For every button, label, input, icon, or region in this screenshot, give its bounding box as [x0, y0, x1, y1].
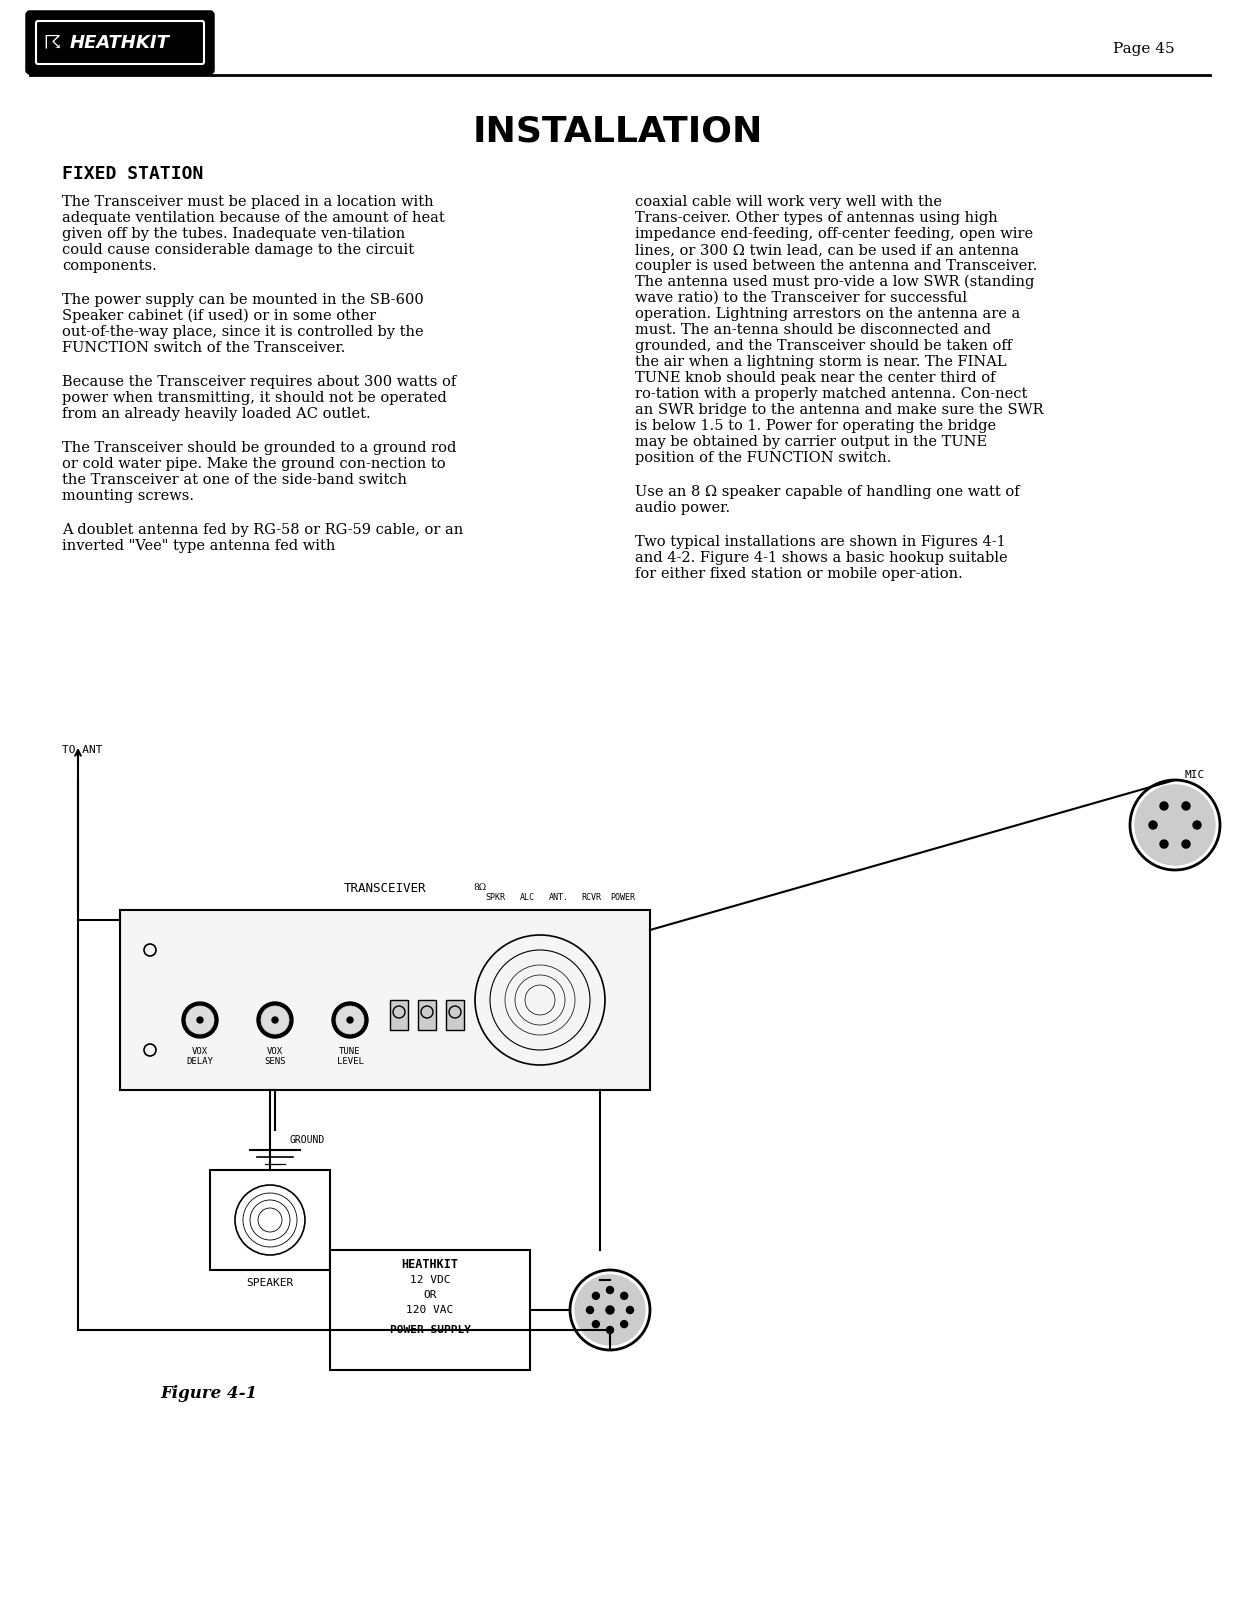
Circle shape [621, 1293, 627, 1299]
Circle shape [606, 1326, 614, 1333]
Text: TUNE knob should peak near the center third of: TUNE knob should peak near the center th… [635, 371, 996, 386]
Text: MIC: MIC [1185, 770, 1205, 781]
Bar [447, 1000, 464, 1030]
Circle shape [1136, 786, 1215, 866]
Text: grounded, and the Transceiver should be taken off: grounded, and the Transceiver should be … [635, 339, 1012, 354]
Text: ro-tation with a properly matched antenna. Con-nect: ro-tation with a properly matched antenn… [635, 387, 1028, 402]
Circle shape [606, 1306, 614, 1314]
Circle shape [186, 1006, 214, 1034]
Circle shape [575, 1275, 644, 1346]
Text: or cold water pipe. Make the ground con-nection to: or cold water pipe. Make the ground con-… [62, 458, 445, 470]
Text: Use an 8 Ω speaker capable of handling one watt of: Use an 8 Ω speaker capable of handling o… [635, 485, 1019, 499]
Text: and 4-2. Figure 4-1 shows a basic hookup suitable: and 4-2. Figure 4-1 shows a basic hookup… [635, 550, 1008, 565]
Text: FIXED STATION: FIXED STATION [62, 165, 203, 182]
Text: the Transceiver at one of the side-band switch: the Transceiver at one of the side-band … [62, 474, 407, 486]
Text: INSTALLATION: INSTALLATION [473, 115, 763, 149]
Text: the air when a lightning storm is near. The FINAL: the air when a lightning storm is near. … [635, 355, 1007, 370]
Circle shape [1160, 802, 1168, 810]
Circle shape [593, 1293, 600, 1299]
Text: adequate ventilation because of the amount of heat: adequate ventilation because of the amou… [62, 211, 445, 226]
Text: OR: OR [423, 1290, 437, 1299]
Circle shape [332, 1002, 367, 1038]
Text: an SWR bridge to the antenna and make sure the SWR: an SWR bridge to the antenna and make su… [635, 403, 1044, 418]
Text: The power supply can be mounted in the SB-600: The power supply can be mounted in the S… [62, 293, 424, 307]
Text: SPKR: SPKR [485, 893, 505, 902]
Circle shape [586, 1307, 594, 1314]
Text: wave ratio) to the Transceiver for successful: wave ratio) to the Transceiver for succe… [635, 291, 967, 306]
Text: The Transceiver should be grounded to a ground rod: The Transceiver should be grounded to a … [62, 442, 456, 454]
Circle shape [348, 1018, 353, 1022]
Text: Figure 4-1: Figure 4-1 [160, 1386, 257, 1402]
Circle shape [182, 1002, 218, 1038]
Text: operation. Lightning arrestors on the antenna are a: operation. Lightning arrestors on the an… [635, 307, 1021, 322]
Circle shape [606, 1286, 614, 1293]
Text: inverted "Vee" type antenna fed with: inverted "Vee" type antenna fed with [62, 539, 335, 554]
Text: lines, or 300 Ω twin lead, can be used if an antenna: lines, or 300 Ω twin lead, can be used i… [635, 243, 1019, 258]
Text: power when transmitting, it should not be operated: power when transmitting, it should not b… [62, 390, 447, 405]
Text: The antenna used must pro-vide a low SWR (standing: The antenna used must pro-vide a low SWR… [635, 275, 1034, 290]
Text: coupler is used between the antenna and Transceiver.: coupler is used between the antenna and … [635, 259, 1038, 274]
Text: is below 1.5 to 1. Power for operating the bridge: is below 1.5 to 1. Power for operating t… [635, 419, 996, 434]
Text: components.: components. [62, 259, 157, 274]
Text: FUNCTION switch of the Transceiver.: FUNCTION switch of the Transceiver. [62, 341, 345, 355]
Bar [390, 1000, 408, 1030]
Text: out-of-the-way place, since it is controlled by the: out-of-the-way place, since it is contro… [62, 325, 423, 339]
Text: impedance end-feeding, off-center feeding, open wire: impedance end-feeding, off-center feedin… [635, 227, 1033, 242]
Text: The Transceiver must be placed in a location with: The Transceiver must be placed in a loca… [62, 195, 434, 210]
Text: mounting screws.: mounting screws. [62, 490, 194, 502]
Text: Two typical installations are shown in Figures 4-1: Two typical installations are shown in F… [635, 534, 1006, 549]
Text: TRANSCEIVER: TRANSCEIVER [344, 882, 427, 894]
Text: A doublet antenna fed by RG-58 or RG-59 cable, or an: A doublet antenna fed by RG-58 or RG-59 … [62, 523, 463, 538]
Text: Because the Transceiver requires about 300 watts of: Because the Transceiver requires about 3… [62, 374, 456, 389]
Text: could cause considerable damage to the circuit: could cause considerable damage to the c… [62, 243, 414, 258]
Text: from an already heavily loaded AC outlet.: from an already heavily loaded AC outlet… [62, 406, 371, 421]
Text: HEATHKIT: HEATHKIT [402, 1259, 459, 1272]
Bar [120, 910, 649, 1090]
Text: for either fixed station or mobile oper-ation.: for either fixed station or mobile oper-… [635, 566, 962, 581]
Circle shape [621, 1320, 627, 1328]
Circle shape [197, 1018, 203, 1022]
Bar [210, 1170, 330, 1270]
Bar [330, 1250, 529, 1370]
Text: 120 VAC: 120 VAC [407, 1306, 454, 1315]
Text: SPEAKER: SPEAKER [246, 1278, 293, 1288]
Circle shape [336, 1006, 364, 1034]
Text: ALC: ALC [520, 893, 534, 902]
Text: ANT.: ANT. [549, 893, 569, 902]
Text: 12 VDC: 12 VDC [409, 1275, 450, 1285]
Text: Page 45: Page 45 [1113, 42, 1175, 56]
Circle shape [1160, 840, 1168, 848]
Text: 8Ω: 8Ω [474, 883, 486, 893]
Text: position of the FUNCTION switch.: position of the FUNCTION switch. [635, 451, 892, 466]
Text: POWER SUPPLY: POWER SUPPLY [390, 1325, 470, 1334]
Text: HEATHKIT: HEATHKIT [71, 34, 169, 51]
Bar [418, 1000, 435, 1030]
Circle shape [1183, 840, 1190, 848]
Circle shape [261, 1006, 289, 1034]
Text: Speaker cabinet (if used) or in some other: Speaker cabinet (if used) or in some oth… [62, 309, 376, 323]
Circle shape [1149, 821, 1157, 829]
Text: coaxial cable will work very well with the: coaxial cable will work very well with t… [635, 195, 943, 210]
Text: GROUND: GROUND [289, 1134, 325, 1146]
Circle shape [1192, 821, 1201, 829]
Text: may be obtained by carrier output in the TUNE: may be obtained by carrier output in the… [635, 435, 987, 450]
Text: must. The an-tenna should be disconnected and: must. The an-tenna should be disconnecte… [635, 323, 991, 338]
Circle shape [593, 1320, 600, 1328]
Circle shape [626, 1307, 633, 1314]
FancyBboxPatch shape [36, 21, 204, 64]
Text: TUNE
LEVEL: TUNE LEVEL [336, 1046, 364, 1066]
Text: POWER: POWER [611, 893, 636, 902]
Circle shape [1183, 802, 1190, 810]
Text: Trans-ceiver. Other types of antennas using high: Trans-ceiver. Other types of antennas us… [635, 211, 998, 226]
Text: TO ANT: TO ANT [62, 746, 103, 755]
Text: ☈: ☈ [43, 34, 61, 51]
Circle shape [272, 1018, 278, 1022]
Text: given off by the tubes. Inadequate ven-tilation: given off by the tubes. Inadequate ven-t… [62, 227, 406, 242]
Text: RCVR: RCVR [581, 893, 601, 902]
Text: VOX
DELAY: VOX DELAY [187, 1046, 214, 1066]
Text: VOX
SENS: VOX SENS [265, 1046, 286, 1066]
Circle shape [257, 1002, 293, 1038]
Text: audio power.: audio power. [635, 501, 730, 515]
FancyBboxPatch shape [27, 11, 213, 74]
